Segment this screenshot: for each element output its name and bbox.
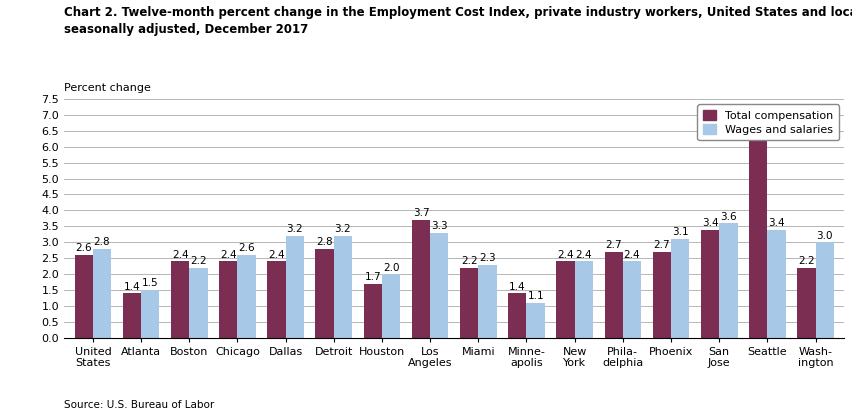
Bar xyxy=(604,252,622,338)
Text: 2.7: 2.7 xyxy=(653,240,670,250)
Text: 2.8: 2.8 xyxy=(94,237,110,247)
Text: 1.4: 1.4 xyxy=(124,282,140,292)
Text: Source: U.S. Bureau of Labor: Source: U.S. Bureau of Labor xyxy=(64,400,214,410)
Text: 2.6: 2.6 xyxy=(75,243,92,253)
Bar xyxy=(622,261,641,338)
Bar xyxy=(363,284,382,338)
Text: 1.4: 1.4 xyxy=(509,282,525,292)
Bar xyxy=(718,223,737,338)
Bar xyxy=(123,293,141,338)
Text: 2.4: 2.4 xyxy=(171,250,188,260)
Bar xyxy=(267,261,285,338)
Bar xyxy=(700,229,718,338)
Bar xyxy=(526,303,544,338)
Bar xyxy=(219,261,237,338)
Bar xyxy=(93,248,111,338)
Text: 3.2: 3.2 xyxy=(286,224,302,234)
Bar xyxy=(382,274,400,338)
Legend: Total compensation, Wages and salaries: Total compensation, Wages and salaries xyxy=(697,104,838,140)
Text: 2.4: 2.4 xyxy=(575,250,591,260)
Text: 3.4: 3.4 xyxy=(768,218,784,228)
Text: 3.4: 3.4 xyxy=(701,218,717,228)
Bar xyxy=(141,290,159,338)
Text: 1.7: 1.7 xyxy=(364,272,381,282)
Bar xyxy=(797,268,815,338)
Text: 2.3: 2.3 xyxy=(479,253,495,263)
Bar xyxy=(767,229,785,338)
Text: 3.2: 3.2 xyxy=(334,224,351,234)
Bar xyxy=(189,268,207,338)
Text: 2.2: 2.2 xyxy=(460,256,477,266)
Text: 6.9: 6.9 xyxy=(749,106,766,117)
Bar xyxy=(170,261,189,338)
Text: 3.6: 3.6 xyxy=(719,211,736,222)
Bar xyxy=(429,233,448,338)
Text: 2.4: 2.4 xyxy=(556,250,573,260)
Bar xyxy=(574,261,592,338)
Bar xyxy=(508,293,526,338)
Text: Percent change: Percent change xyxy=(64,83,151,93)
Text: 3.7: 3.7 xyxy=(412,208,429,218)
Bar xyxy=(285,236,303,338)
Text: 2.4: 2.4 xyxy=(268,250,285,260)
Bar xyxy=(459,268,478,338)
Text: 2.6: 2.6 xyxy=(238,243,255,253)
Bar xyxy=(412,220,429,338)
Bar xyxy=(671,239,688,338)
Text: 2.8: 2.8 xyxy=(316,237,332,247)
Bar xyxy=(556,261,574,338)
Text: 1.1: 1.1 xyxy=(527,291,544,301)
Text: 2.0: 2.0 xyxy=(383,262,399,272)
Text: 2.2: 2.2 xyxy=(797,256,814,266)
Text: 2.4: 2.4 xyxy=(623,250,640,260)
Text: 3.1: 3.1 xyxy=(671,227,688,237)
Bar xyxy=(237,255,256,338)
Text: Chart 2. Twelve-month percent change in the Employment Cost Index, private indus: Chart 2. Twelve-month percent change in … xyxy=(64,6,852,36)
Bar xyxy=(315,248,333,338)
Text: 3.0: 3.0 xyxy=(815,231,832,241)
Text: 2.7: 2.7 xyxy=(605,240,621,250)
Bar xyxy=(74,255,93,338)
Bar xyxy=(333,236,352,338)
Bar xyxy=(815,242,833,338)
Bar xyxy=(652,252,671,338)
Bar xyxy=(748,118,767,338)
Bar xyxy=(478,265,496,338)
Text: 1.5: 1.5 xyxy=(141,279,158,288)
Text: 2.4: 2.4 xyxy=(220,250,236,260)
Text: 2.2: 2.2 xyxy=(190,256,206,266)
Text: 3.3: 3.3 xyxy=(430,221,447,231)
